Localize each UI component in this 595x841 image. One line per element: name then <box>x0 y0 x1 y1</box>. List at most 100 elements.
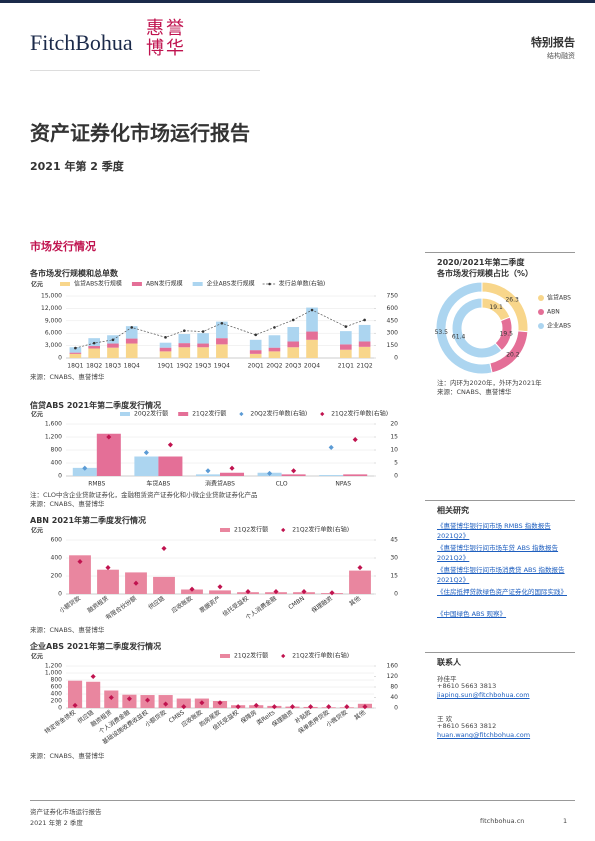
legend-label: 21Q2发行额 <box>192 410 226 418</box>
diamond-marker <box>167 442 173 448</box>
source: 来源：CNABS、惠誉博华 <box>30 373 105 381</box>
bar <box>287 327 300 342</box>
bar <box>358 324 371 342</box>
bar <box>340 331 352 345</box>
related-link[interactable]: 《住房抵押贷款绿色资产证券化的国际实践》 <box>437 588 567 596</box>
chart: 亿元02004006008001,0001,20004080120160特定非金… <box>31 652 399 746</box>
diamond-marker <box>161 545 167 551</box>
y-tick-label: 12,000 <box>41 305 62 312</box>
x-tick-label: CLO <box>276 481 288 488</box>
legend-label: 信贷ABS <box>547 294 571 302</box>
legend-swatch <box>268 282 271 286</box>
y-tick-label: 800 <box>51 677 63 684</box>
legend-swatch <box>538 323 544 329</box>
line-marker <box>92 341 96 345</box>
legend-swatch <box>60 282 70 286</box>
bar <box>134 456 159 476</box>
bar <box>209 590 231 594</box>
bar <box>159 347 172 352</box>
diamond-marker <box>357 565 363 571</box>
diamond-marker <box>217 584 223 590</box>
bar <box>340 344 352 350</box>
diamond-marker <box>126 696 132 702</box>
y-axis-label: 亿元 <box>31 653 43 661</box>
bar <box>319 475 344 476</box>
y-tick-label: 600 <box>51 684 63 691</box>
bar <box>159 351 172 358</box>
sector: 结构融资 <box>547 52 575 60</box>
y2-tick-label: 750 <box>387 293 399 300</box>
donut-segment <box>451 297 503 359</box>
bar <box>268 351 281 358</box>
diamond-marker <box>235 704 241 710</box>
bar <box>268 347 281 352</box>
data-label: 20.2 <box>506 351 520 358</box>
y-tick-label: 600 <box>51 537 63 544</box>
y-tick-label: 200 <box>51 698 63 705</box>
line-series <box>75 309 365 349</box>
x-tick-label: 应收账款 <box>170 594 194 614</box>
related-link[interactable]: 《惠誉博华银行间市场 RMBS 指数报告 2021Q2》 <box>437 522 551 540</box>
bar <box>96 433 121 476</box>
y2-tick-label: 80 <box>390 684 398 691</box>
line-marker <box>254 333 257 337</box>
sidebar-rule <box>425 500 575 501</box>
header-rule <box>30 70 260 71</box>
sidebar-rule <box>425 252 575 253</box>
x-tick-label: 19Q2 <box>176 363 192 370</box>
related-link[interactable]: 《中国绿色 ABS 观察》 <box>437 610 507 618</box>
legend-label: ABN <box>547 309 560 316</box>
legend-swatch <box>220 654 230 658</box>
related-link[interactable]: 《惠誉博华银行间市场消费贷 ABS 指数报告 2021Q2》 <box>437 566 565 584</box>
legend-label: 21Q2发行额 <box>234 652 268 660</box>
y2-tick-label: 0 <box>394 473 398 480</box>
x-tick-label: 18Q1 <box>67 363 83 370</box>
data-label: 19.5 <box>500 330 514 337</box>
legend-label: 发行总单数(右轴) <box>279 280 326 288</box>
y2-tick-label: 450 <box>387 317 399 324</box>
x-tick-label: 18Q3 <box>105 363 121 370</box>
x-tick-label: RMBS <box>88 481 105 488</box>
footer-report: 资产证券化市场运行报告 <box>30 808 102 816</box>
bar <box>69 555 91 594</box>
legend-swatch <box>120 412 130 416</box>
line-marker <box>291 318 295 322</box>
note: 注：CLO中含企业贷款证券化，金融租赁资产证券化和小微企业贷款证券化产品 <box>30 491 258 499</box>
bar <box>197 347 209 358</box>
bar <box>197 343 209 348</box>
y2-tick-label: 5 <box>394 460 398 467</box>
legend-label: 企业ABS <box>547 322 571 330</box>
legend-label: 20Q2发行单数(右轴) <box>250 410 307 418</box>
y2-tick-label: 120 <box>387 673 399 680</box>
line-marker <box>273 326 276 329</box>
legend-label: 信贷ABS发行规模 <box>74 280 122 288</box>
related-link[interactable]: 《惠誉博华银行间市场车贷 ABS 指数报告 2021Q2》 <box>437 544 559 562</box>
y-tick-label: 1,200 <box>45 434 62 441</box>
bar <box>349 570 371 594</box>
line-marker <box>74 346 77 350</box>
contact-email[interactable]: huan.wang@fitchbohua.com <box>437 731 531 739</box>
x-tick-label: 19Q1 <box>157 363 173 370</box>
bar <box>220 472 245 476</box>
x-tick-label: 18Q2 <box>86 363 102 370</box>
chart: 26.3 20.2 53.5 19.1 19.5 61.4 信贷ABS ABN 企业ABS <box>435 281 571 375</box>
bar <box>181 589 203 594</box>
legend-swatch <box>192 282 203 286</box>
source: 来源：CNABS、惠誉博华 <box>30 752 105 760</box>
x-tick-label: 21Q2 <box>357 363 373 370</box>
y2-tick-label: 0 <box>394 705 398 712</box>
legend-swatch <box>239 411 244 417</box>
line-marker <box>183 329 186 333</box>
bar <box>249 339 262 351</box>
bar <box>97 569 119 594</box>
bar <box>343 474 368 476</box>
source: 来源：CNABS、惠誉博华 <box>30 626 105 634</box>
line-marker <box>201 330 205 333</box>
contact-email[interactable]: jiaping.sun@fitchbohua.com <box>437 691 530 699</box>
legend-swatch <box>220 528 230 532</box>
diamond-marker <box>253 702 259 708</box>
legend-swatch <box>538 295 544 301</box>
report-type: 特别报告 <box>531 36 575 49</box>
bar <box>249 350 262 354</box>
diamond-marker <box>271 704 277 710</box>
